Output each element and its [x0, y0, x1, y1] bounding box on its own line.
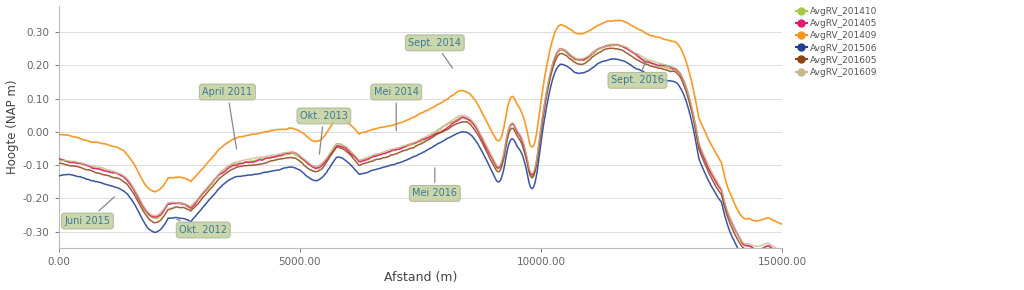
Text: Okt. 2012: Okt. 2012: [177, 219, 227, 235]
Text: Juni 2015: Juni 2015: [65, 197, 115, 226]
Y-axis label: Hoogte (NAP m): Hoogte (NAP m): [5, 80, 18, 174]
X-axis label: Afstand (m): Afstand (m): [384, 271, 457, 284]
Text: April 2011: April 2011: [203, 87, 253, 149]
Text: Sept. 2016: Sept. 2016: [611, 61, 664, 85]
Text: Sept. 2014: Sept. 2014: [409, 38, 462, 68]
Legend: AvgRV_201410, AvgRV_201405, AvgRV_201409, AvgRV_201506, AvgRV_201605, AvgRV_2016: AvgRV_201410, AvgRV_201405, AvgRV_201409…: [794, 5, 880, 79]
Text: Mei 2016: Mei 2016: [413, 168, 458, 198]
Text: Okt. 2013: Okt. 2013: [300, 111, 348, 154]
Text: Mei 2014: Mei 2014: [374, 87, 419, 131]
